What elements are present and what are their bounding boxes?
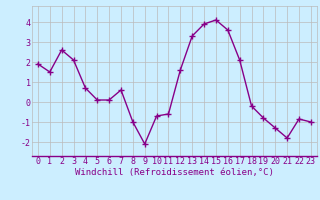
X-axis label: Windchill (Refroidissement éolien,°C): Windchill (Refroidissement éolien,°C) (75, 168, 274, 177)
